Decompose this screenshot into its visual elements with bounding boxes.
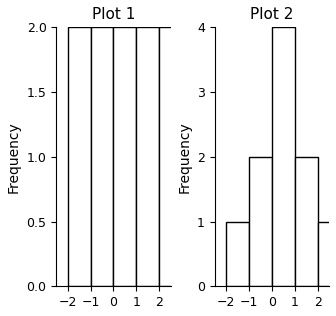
Bar (90, 27, 113, 286)
Bar (68, 27, 90, 286)
Title: Plot 1: Plot 1 (92, 7, 135, 22)
Bar (113, 27, 136, 286)
Bar (318, 222, 336, 286)
Bar (295, 157, 318, 286)
Bar (272, 27, 295, 286)
Bar (226, 222, 249, 286)
Y-axis label: Frequency: Frequency (7, 121, 21, 193)
Title: Plot 2: Plot 2 (250, 7, 294, 22)
Bar (249, 157, 272, 286)
Bar (136, 27, 159, 286)
Bar (159, 27, 182, 286)
Y-axis label: Frequency: Frequency (177, 121, 192, 193)
